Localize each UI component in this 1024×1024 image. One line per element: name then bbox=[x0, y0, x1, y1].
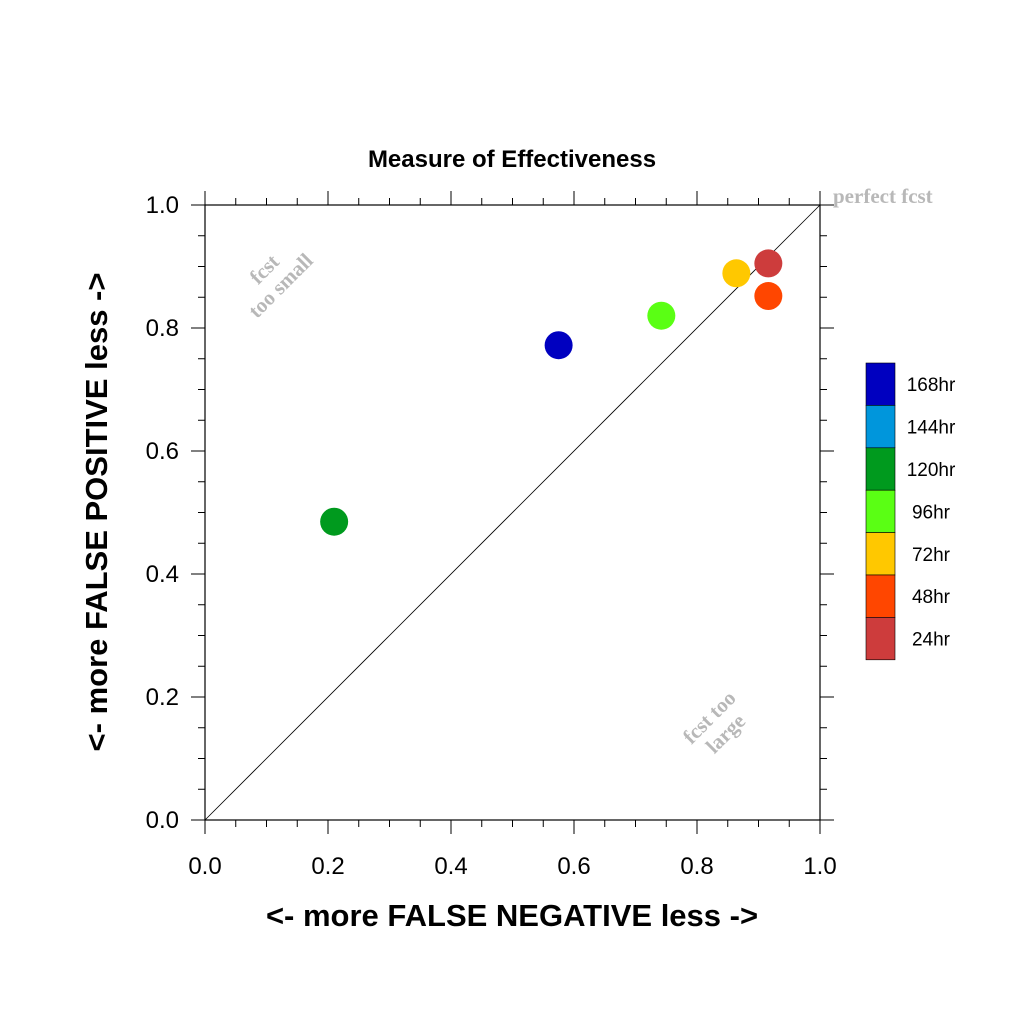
x-tick-label: 0.6 bbox=[557, 853, 590, 880]
y-tick-labels: 0.0 0.2 0.4 0.6 0.8 1.0 bbox=[146, 192, 179, 834]
data-point-168hr bbox=[544, 331, 573, 360]
x-tick-label: 0.4 bbox=[434, 853, 467, 880]
annotation-perfect-fcst: perfect fcst bbox=[833, 184, 933, 208]
data-point-72hr bbox=[722, 259, 751, 288]
axis-ticks bbox=[191, 191, 834, 834]
legend: 168hr 144hr 120hr 96hr 72hr 48hr 24hr bbox=[865, 362, 956, 661]
legend-swatch-144hr bbox=[865, 405, 896, 449]
data-point-120hr bbox=[320, 507, 349, 536]
legend-label-120hr: 120hr bbox=[907, 460, 956, 481]
chart-title: Measure of Effectiveness bbox=[368, 146, 656, 173]
legend-swatch-24hr bbox=[865, 617, 896, 661]
y-tick-label: 0.2 bbox=[146, 684, 179, 711]
annotation-too-small-line2: too small bbox=[243, 248, 317, 322]
legend-swatch-120hr bbox=[865, 447, 896, 491]
y-axis-title: <- more FALSE POSITIVE less -> bbox=[79, 273, 114, 752]
y-tick-label: 0.6 bbox=[146, 438, 179, 465]
legend-swatch-72hr bbox=[865, 532, 896, 576]
legend-label-168hr: 168hr bbox=[907, 375, 956, 396]
x-tick-label: 0.8 bbox=[680, 853, 713, 880]
annotation-too-large: fcst too large bbox=[678, 686, 750, 758]
diagonal-line bbox=[204, 204, 821, 821]
legend-swatch-96hr bbox=[865, 489, 896, 533]
data-point-48hr bbox=[754, 282, 783, 311]
legend-label-72hr: 72hr bbox=[912, 545, 951, 566]
x-tick-label: 0.0 bbox=[188, 853, 221, 880]
y-tick-label: 0.8 bbox=[146, 315, 179, 342]
legend-label-48hr: 48hr bbox=[912, 587, 951, 608]
data-points bbox=[320, 249, 783, 536]
y-tick-label: 1.0 bbox=[146, 192, 179, 219]
x-axis-title: <- more FALSE NEGATIVE less -> bbox=[266, 898, 758, 933]
x-tick-label: 0.2 bbox=[311, 853, 344, 880]
y-tick-label: 0.0 bbox=[146, 807, 179, 834]
x-tick-label: 1.0 bbox=[803, 853, 836, 880]
legend-swatch-48hr bbox=[865, 574, 896, 618]
annotation-too-small: fcst too small bbox=[243, 248, 317, 322]
data-point-24hr bbox=[754, 249, 783, 278]
legend-label-24hr: 24hr bbox=[912, 630, 951, 651]
x-tick-labels: 0.0 0.2 0.4 0.6 0.8 1.0 bbox=[188, 853, 836, 880]
legend-label-144hr: 144hr bbox=[907, 418, 956, 439]
legend-swatch-168hr bbox=[865, 362, 896, 406]
data-point-96hr bbox=[647, 301, 676, 330]
y-tick-label: 0.4 bbox=[146, 561, 179, 588]
legend-label-96hr: 96hr bbox=[912, 502, 951, 523]
